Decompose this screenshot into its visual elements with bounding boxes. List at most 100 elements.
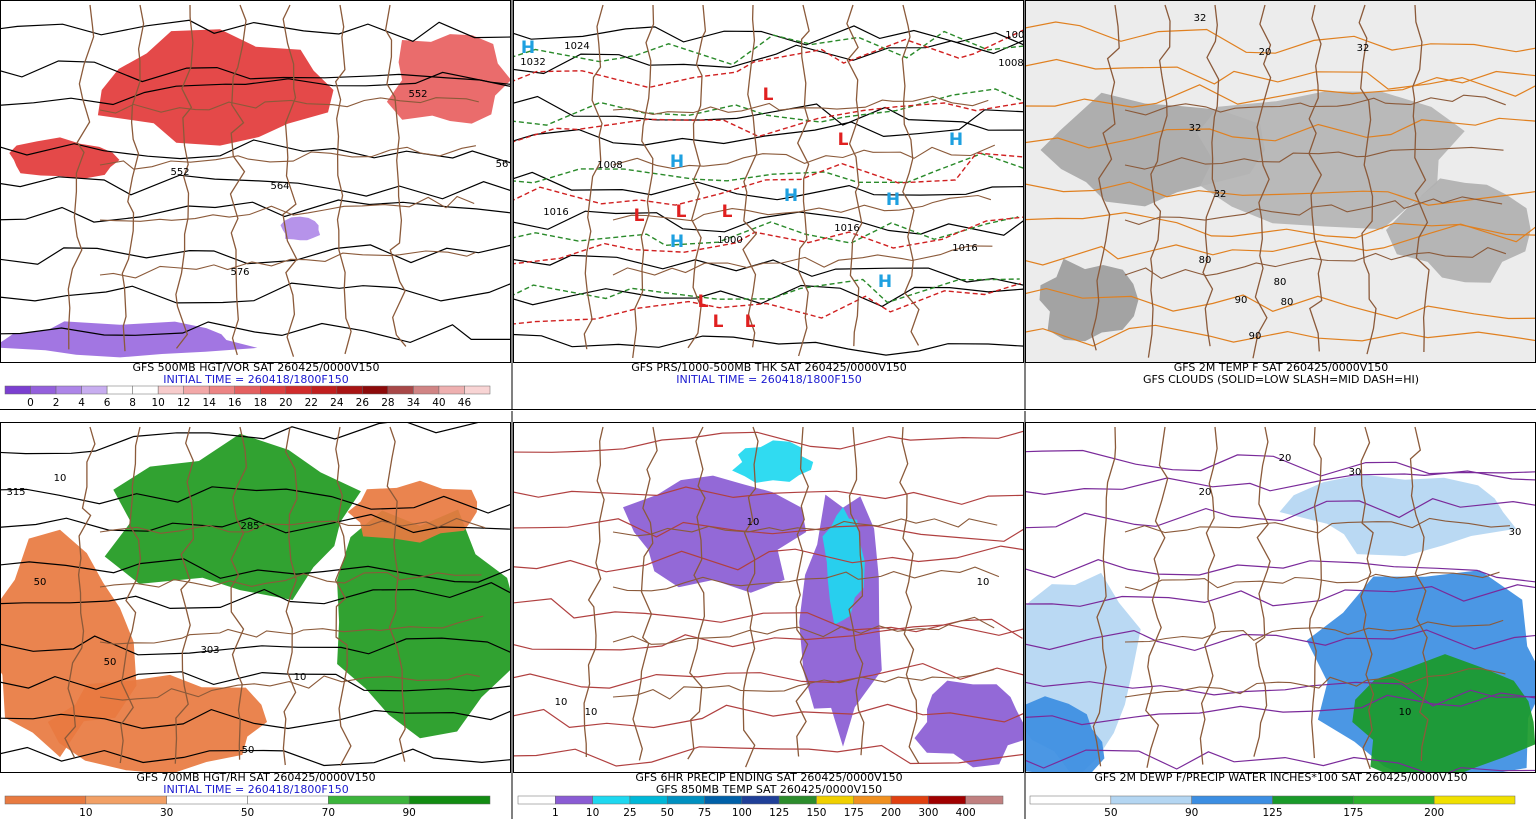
map-frame <box>513 0 1024 363</box>
colorbar-label: 175 <box>1343 807 1363 819</box>
panel-title: GFS 6HR PRECIP ENDING SAT 260425/0000V15… <box>635 771 902 784</box>
map-label: 20 <box>1259 47 1272 58</box>
map-label: 30 <box>1349 467 1362 478</box>
map-label: 32 <box>1189 123 1202 134</box>
colorbar-label: 175 <box>844 807 864 819</box>
map-label: 285 <box>240 521 259 532</box>
borders <box>612 144 996 170</box>
color-box <box>55 385 82 395</box>
map-label: 576 <box>230 267 249 278</box>
contour <box>0 282 511 304</box>
map-label: H <box>670 152 684 172</box>
contour <box>0 321 511 344</box>
shaded-area <box>280 216 321 241</box>
map-label: 50 <box>34 577 47 588</box>
contour <box>1025 117 1536 149</box>
map-label: L <box>838 130 849 150</box>
thickness-contour <box>513 30 1024 66</box>
contour <box>513 545 1024 573</box>
color-box <box>81 385 108 395</box>
borders <box>612 245 993 276</box>
borders <box>1124 517 1511 534</box>
borders <box>1252 4 1272 359</box>
borders <box>1360 426 1375 770</box>
borders <box>121 4 145 352</box>
shaded-area <box>732 440 814 483</box>
borders <box>229 4 247 356</box>
colorbar-label: 30 <box>160 807 173 819</box>
color-box <box>1272 795 1354 805</box>
borders <box>282 426 298 766</box>
panel-title: GFS 2M DEWP F/PRECIP WATER INCHES*100 SA… <box>1094 771 1467 784</box>
contour <box>513 662 1024 689</box>
colorbar-label: 6 <box>104 397 111 409</box>
map-label: L <box>745 312 756 332</box>
map-label: 1008 <box>998 58 1023 69</box>
borders <box>583 426 605 758</box>
panel: 315 285 303 50 10 50 50 10 GFS 700MB HGT/RH SAT … <box>0 411 513 819</box>
borders <box>1147 4 1171 358</box>
map: 32 32 32 32 20 80 80 80 90 90 <box>1025 4 1536 359</box>
contour <box>1025 211 1536 239</box>
borders <box>1124 146 1504 170</box>
shaded-area <box>47 674 267 772</box>
map-label: 1016 <box>952 243 977 254</box>
color-box <box>4 795 87 805</box>
map-label: L <box>713 312 724 332</box>
colorbar-label: 90 <box>1185 807 1198 819</box>
map-frame <box>513 422 1024 773</box>
contour <box>0 558 511 583</box>
map-label: 315 <box>6 487 25 498</box>
borders <box>99 195 475 222</box>
panel: 552 564 576 552 56 GFS 500MB HGT/VOR SAT 2604… <box>0 0 513 409</box>
colorbar-label: 400 <box>956 807 976 819</box>
shaded-area <box>337 509 511 739</box>
map-label: 32 <box>1357 43 1370 54</box>
borders <box>1091 4 1120 351</box>
borders <box>334 4 352 355</box>
color-box <box>336 385 363 395</box>
colorbar-label: 150 <box>806 807 826 819</box>
map-label: H <box>521 38 535 58</box>
colorbar-label: 46 <box>458 397 472 409</box>
map-label: 30 <box>1509 527 1522 538</box>
color-box <box>311 385 338 395</box>
map-label: L <box>634 206 645 226</box>
contour <box>1025 181 1536 206</box>
color-box <box>208 385 235 395</box>
map-label: 20 <box>1199 487 1212 498</box>
colorbar-label: 300 <box>918 807 938 819</box>
panel: 20 30 30 10 20 GFS 2M DEWP F/PRECIP WATER INC… <box>1025 422 1536 819</box>
color-box <box>387 385 414 395</box>
borders <box>99 97 479 114</box>
borders <box>583 4 604 350</box>
map-label: H <box>784 186 798 206</box>
thickness-contour <box>513 88 1024 126</box>
shaded-area <box>1279 474 1517 557</box>
borders <box>899 426 920 764</box>
color-box <box>555 795 593 805</box>
shaded-area <box>1025 696 1105 772</box>
map-label: 10 <box>555 697 568 708</box>
borders <box>1199 426 1218 765</box>
contour <box>0 422 483 455</box>
map-label: 20 <box>1279 453 1292 464</box>
color-box <box>965 795 1004 805</box>
colorbar-label: 40 <box>432 397 445 409</box>
panel-border <box>511 0 513 409</box>
contour <box>1025 223 1536 266</box>
map-label: 80 <box>1274 277 1287 288</box>
borders <box>796 4 810 357</box>
map-label: L <box>676 202 687 222</box>
borders <box>67 4 95 350</box>
colorbar-label: 10 <box>586 807 599 819</box>
contour <box>513 171 1024 201</box>
panel-subtitle: INITIAL TIME = 260418/1800F150 <box>163 373 348 386</box>
map: 10 10 10 10 <box>513 426 1024 768</box>
colorbar-label: 200 <box>1424 807 1444 819</box>
borders <box>612 518 998 537</box>
map-label: 10 <box>1399 707 1412 718</box>
map-label: 1032 <box>520 57 545 68</box>
colorbar-label: 70 <box>322 807 335 819</box>
colorbar-label: 14 <box>203 397 217 409</box>
